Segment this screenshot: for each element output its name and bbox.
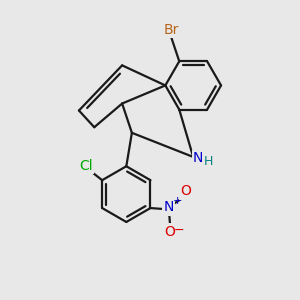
Text: N: N (193, 151, 203, 165)
Text: Br: Br (163, 23, 178, 37)
Text: O: O (180, 184, 191, 198)
Text: Cl: Cl (79, 159, 93, 173)
Text: N: N (164, 200, 174, 214)
Text: +: + (173, 196, 182, 206)
Text: H: H (204, 155, 213, 169)
Text: −: − (174, 224, 184, 237)
Text: O: O (164, 225, 175, 239)
